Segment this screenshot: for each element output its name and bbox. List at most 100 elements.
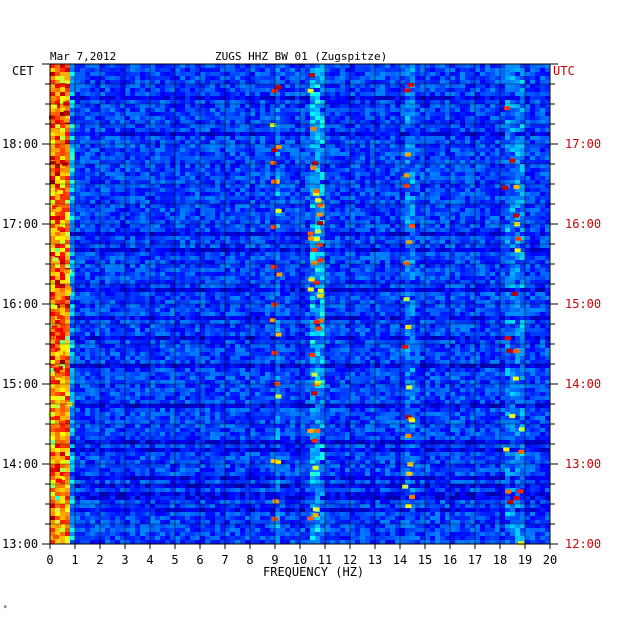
spectrogram-cell bbox=[405, 180, 410, 184]
spectrogram-cell bbox=[500, 136, 505, 140]
spectrogram-cell bbox=[435, 100, 440, 104]
spectrogram-cell bbox=[405, 168, 410, 172]
spectrogram-cell bbox=[305, 132, 310, 136]
spectrogram-cell bbox=[355, 68, 360, 72]
spectrogram-cell bbox=[310, 132, 315, 136]
spectrogram-cell bbox=[425, 84, 430, 88]
spectrogram-cell bbox=[110, 64, 115, 68]
spectrogram-cell bbox=[65, 224, 70, 228]
spectrogram-cell bbox=[415, 76, 420, 80]
spectrogram-cell bbox=[240, 84, 245, 88]
spectrogram-cell bbox=[205, 216, 210, 220]
spectrogram-cell bbox=[230, 240, 235, 244]
spectrogram-cell bbox=[320, 164, 325, 168]
spectrogram-cell bbox=[255, 80, 260, 84]
spectrogram-cell bbox=[535, 256, 540, 260]
spectrogram-cell bbox=[225, 260, 230, 264]
spectrogram-cell bbox=[130, 132, 135, 136]
spectrogram-cell bbox=[275, 76, 280, 80]
spectrogram-cell bbox=[530, 176, 535, 180]
spectrogram-cell bbox=[295, 84, 300, 88]
spectrogram-cell bbox=[535, 152, 540, 156]
spectrogram-cell bbox=[55, 200, 60, 204]
spectrogram-cell bbox=[440, 204, 445, 208]
spectrogram-cell bbox=[285, 88, 290, 92]
spectrogram-cell bbox=[395, 132, 400, 136]
spectrogram-cell bbox=[420, 68, 425, 72]
spectrogram-cell bbox=[140, 200, 145, 204]
spectrogram-cell bbox=[380, 152, 385, 156]
spectrogram-cell bbox=[265, 64, 270, 68]
spectrogram-cell bbox=[50, 68, 55, 72]
spectrogram-cell bbox=[110, 224, 115, 228]
spectrogram-cell bbox=[190, 76, 195, 80]
spectrogram-cell bbox=[490, 240, 495, 244]
spectrogram-cell bbox=[100, 140, 105, 144]
spectrogram-cell bbox=[320, 108, 325, 112]
spectrogram-cell bbox=[50, 156, 55, 160]
spectrogram-cell bbox=[530, 88, 535, 92]
spectrogram-cell bbox=[110, 228, 115, 232]
spectrogram-cell bbox=[120, 212, 125, 216]
spectrogram-cell bbox=[270, 132, 275, 136]
spectrogram-cell bbox=[430, 172, 435, 176]
spectrogram-cell bbox=[490, 152, 495, 156]
spectrogram-cell bbox=[265, 92, 270, 96]
spectrogram-cell bbox=[535, 144, 540, 148]
spectrogram-cell bbox=[425, 100, 430, 104]
spectrogram-cell bbox=[315, 232, 320, 236]
spectrogram-cell bbox=[170, 216, 175, 220]
spectrogram-cell bbox=[460, 240, 465, 244]
spectrogram-cell bbox=[145, 92, 150, 96]
spectrogram-cell bbox=[130, 240, 135, 244]
spectrogram-cell bbox=[400, 148, 405, 152]
spectrogram-cell bbox=[210, 208, 215, 212]
spectrogram-cell bbox=[470, 88, 475, 92]
spectrogram-cell bbox=[435, 72, 440, 76]
spectrogram-cell bbox=[235, 232, 240, 236]
spectrogram-cell bbox=[545, 240, 550, 244]
spectrogram-cell bbox=[220, 212, 225, 216]
spectrogram-cell bbox=[400, 232, 405, 236]
spectrogram-cell bbox=[375, 156, 380, 160]
spectrogram-cell bbox=[320, 100, 325, 104]
spectrogram-cell bbox=[390, 232, 395, 236]
spectrogram-cell bbox=[100, 260, 105, 264]
spectrogram-cell bbox=[110, 200, 115, 204]
spectrogram-cell bbox=[465, 116, 470, 120]
spectrogram-cell bbox=[340, 152, 345, 156]
spectrogram-cell bbox=[495, 64, 500, 68]
spectrogram-cell bbox=[440, 248, 445, 252]
spectrogram-cell bbox=[395, 72, 400, 76]
spectrogram-cell bbox=[420, 172, 425, 176]
spectrogram-cell bbox=[235, 212, 240, 216]
spectrogram-cell bbox=[170, 208, 175, 212]
spectrogram-cell bbox=[510, 224, 515, 228]
spectrogram-cell bbox=[110, 196, 115, 200]
spectrogram-cell bbox=[435, 184, 440, 188]
spectrogram-cell bbox=[315, 120, 320, 124]
spectrogram-cell bbox=[270, 196, 275, 200]
spectrogram-cell bbox=[500, 112, 505, 116]
spectrogram-cell bbox=[170, 152, 175, 156]
spectrogram-cell bbox=[360, 112, 365, 116]
spectrogram-cell bbox=[85, 172, 90, 176]
spectrogram-cell bbox=[260, 124, 265, 128]
spectrogram-cell bbox=[335, 180, 340, 184]
spectrogram-cell bbox=[115, 216, 120, 220]
spectrogram-cell bbox=[510, 76, 515, 80]
spectrogram-cell bbox=[260, 100, 265, 104]
spectrogram-cell bbox=[380, 224, 385, 228]
spectrogram-cell bbox=[165, 212, 170, 216]
spectrogram-cell bbox=[305, 224, 310, 228]
spectrogram-cell bbox=[105, 128, 110, 132]
spectrogram-cell bbox=[365, 168, 370, 172]
spectrogram-cell bbox=[495, 248, 500, 252]
spectrogram-cell bbox=[125, 232, 130, 236]
spectrogram-cell bbox=[270, 116, 275, 120]
spectrogram-cell bbox=[115, 196, 120, 200]
spectrogram-cell bbox=[455, 220, 460, 224]
spectrogram-cell bbox=[155, 104, 160, 108]
spectrogram-cell bbox=[440, 84, 445, 88]
spectrogram-cell bbox=[70, 172, 75, 176]
